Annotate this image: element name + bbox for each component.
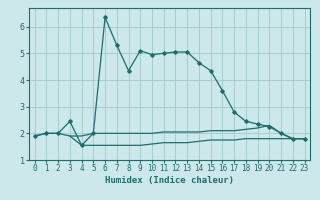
X-axis label: Humidex (Indice chaleur): Humidex (Indice chaleur)	[105, 176, 234, 185]
